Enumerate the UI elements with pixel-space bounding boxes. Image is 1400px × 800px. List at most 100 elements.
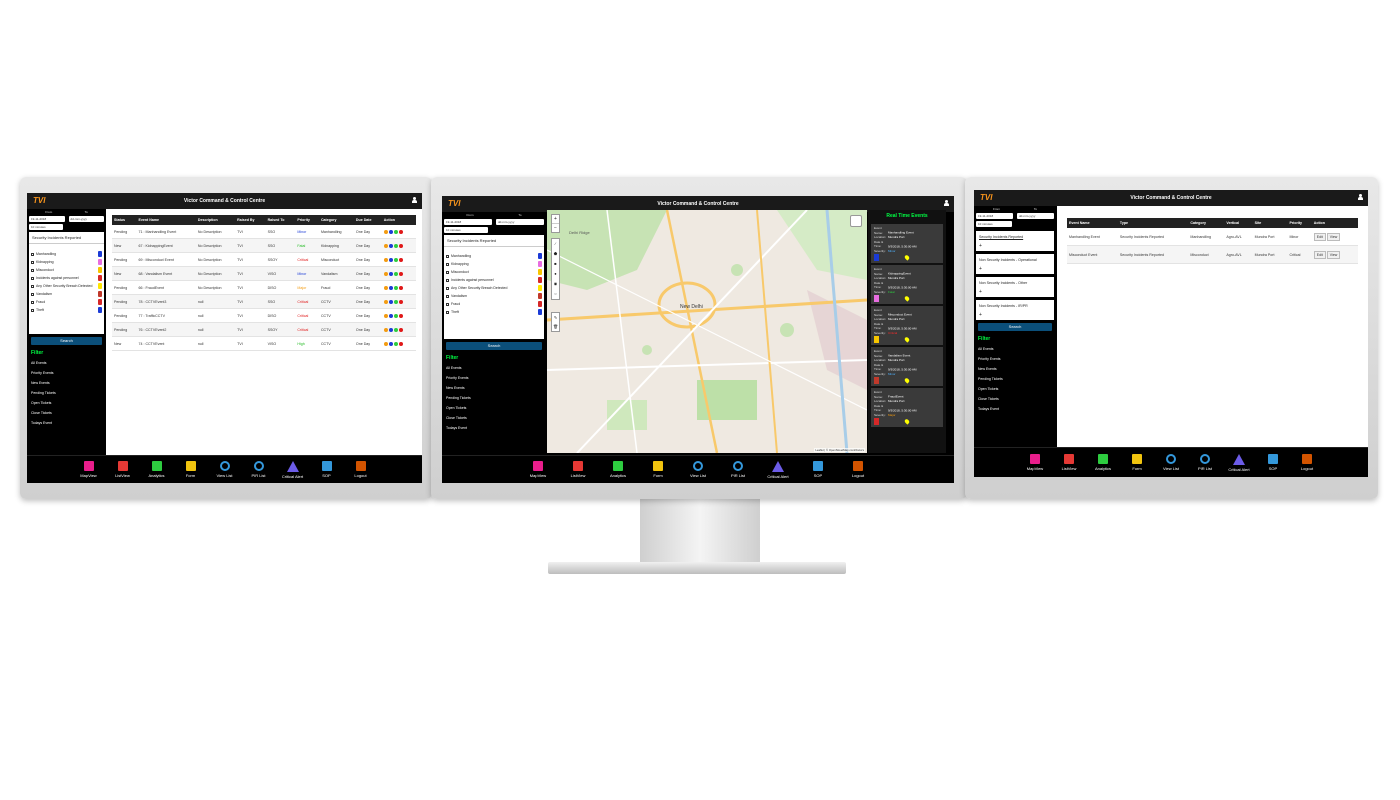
search-button[interactable]: Search xyxy=(446,342,542,350)
assign-icon[interactable] xyxy=(383,299,388,304)
incident-item[interactable]: ✓ Vandalism xyxy=(29,290,104,298)
close-icon[interactable] xyxy=(398,257,403,262)
details-icon[interactable] xyxy=(393,243,398,248)
filter-link[interactable]: Todays Event xyxy=(31,420,53,425)
zoom-out-button[interactable]: − xyxy=(552,223,559,232)
filter-link[interactable]: Close Tickets xyxy=(446,415,467,420)
nav-form[interactable]: Form xyxy=(180,461,202,478)
nav-sop[interactable]: SOP xyxy=(807,461,829,478)
checkbox[interactable]: ✓ xyxy=(446,302,450,307)
layers-control-icon[interactable] xyxy=(850,215,862,227)
nav-mapview[interactable]: MapView xyxy=(1024,454,1046,471)
comment-icon[interactable] xyxy=(388,299,393,304)
expand-icon[interactable]: + xyxy=(979,266,982,272)
filter-link[interactable]: Open Tickets xyxy=(446,405,467,410)
table-row[interactable]: New 68 : Vandalism Event No Description TVI… xyxy=(112,266,416,282)
column-header[interactable]: Raised To xyxy=(265,215,296,225)
assign-icon[interactable] xyxy=(383,341,388,346)
location-pin-icon[interactable] xyxy=(903,254,911,261)
user-icon[interactable] xyxy=(1358,194,1363,201)
from-date-input[interactable]: 19-11-2018 xyxy=(29,216,65,222)
checkbox[interactable]: ✓ xyxy=(446,310,450,315)
filter-link[interactable]: Todays Event xyxy=(446,425,468,430)
column-header[interactable]: Action xyxy=(1311,218,1358,228)
assign-icon[interactable] xyxy=(383,285,388,290)
nav-form[interactable]: Form xyxy=(647,461,669,478)
event-card[interactable]: Event Name: FraudEvent Location: Mundra Por… xyxy=(871,388,943,427)
event-card[interactable]: Event Name: KidnappingEvent Location: Mundr… xyxy=(871,265,943,304)
nav-logout[interactable]: Logout xyxy=(847,461,869,478)
filter-link[interactable]: Pending Tickets xyxy=(446,395,471,400)
category-box[interactable]: Non Security Incidents - Operational + xyxy=(976,254,1054,274)
checkbox[interactable]: ✓ xyxy=(446,262,450,267)
nav-logout[interactable]: Logout xyxy=(1296,454,1318,471)
table-row[interactable]: Pending 77 : TrafficCCTV null TVI DISO Critic… xyxy=(112,308,416,324)
nav-view-list[interactable]: View List xyxy=(214,461,236,478)
checkbox[interactable]: ✓ xyxy=(31,260,35,265)
table-row[interactable]: Pending 76 : CCTVEvent2 null TVI SSOY Critica… xyxy=(112,322,416,338)
details-icon[interactable] xyxy=(393,229,398,234)
nav-analytics[interactable]: Analytics xyxy=(1092,454,1114,471)
incident-item[interactable]: ✓ Theft xyxy=(29,306,104,314)
checkbox[interactable]: ✓ xyxy=(446,294,450,299)
view-button[interactable]: View xyxy=(1326,250,1341,259)
table-row[interactable]: Pending 71 : Manhandling Event No Descript… xyxy=(112,225,416,240)
column-header[interactable]: Priority xyxy=(1287,218,1312,228)
checkbox[interactable]: ✓ xyxy=(31,268,35,273)
details-icon[interactable] xyxy=(393,271,398,276)
filter-link[interactable]: Priority Events xyxy=(446,375,469,380)
checkbox[interactable]: ✓ xyxy=(31,276,35,281)
location-pin-icon[interactable] xyxy=(903,336,911,343)
nav-listview[interactable]: ListView xyxy=(112,461,134,478)
expand-icon[interactable]: + xyxy=(979,312,982,318)
details-icon[interactable] xyxy=(393,285,398,290)
category-box[interactable]: Non Security Incidents - Other + xyxy=(976,277,1054,297)
nav-pir-list[interactable]: PIR List xyxy=(248,461,270,478)
table-row[interactable]: Pending 69 : Misconduct Event No Descripti… xyxy=(112,252,416,268)
comment-icon[interactable] xyxy=(388,327,393,332)
incident-item[interactable]: ✓ Incidents against personnel xyxy=(444,276,544,284)
comment-icon[interactable] xyxy=(388,229,393,234)
event-card[interactable]: Event Name: Manhandling Event Location: Mun… xyxy=(871,224,943,263)
column-header[interactable]: Type xyxy=(1117,218,1189,228)
draw-polyline-icon[interactable]: ⁄ xyxy=(555,241,556,246)
filter-link[interactable]: Priority Events xyxy=(978,356,1001,361)
column-header[interactable]: Event Name xyxy=(136,215,196,225)
filter-link[interactable]: Open Tickets xyxy=(978,386,999,391)
location-pin-icon[interactable] xyxy=(903,295,911,302)
interval-select[interactable]: 10 minutes xyxy=(444,227,488,233)
checkbox[interactable]: ✓ xyxy=(31,300,35,305)
incident-item[interactable]: ✓ Fraud xyxy=(444,300,544,308)
filter-link[interactable]: Todays Event xyxy=(978,406,1000,411)
checkbox[interactable]: ✓ xyxy=(31,284,35,289)
edit-layers-icon[interactable]: ✎ xyxy=(553,315,558,320)
filter-link[interactable]: Pending Tickets xyxy=(978,376,1003,381)
incident-item[interactable]: ✓ Any Other Security Breach Detected xyxy=(29,282,104,290)
incident-item[interactable]: ✓ Manhandling xyxy=(444,252,544,260)
table-row[interactable]: New 67 : KidnappingEvent No Description TVI… xyxy=(112,238,416,254)
incident-panel-header[interactable]: Security Incidents Reported xyxy=(29,232,104,244)
column-header[interactable]: Raised By xyxy=(235,215,266,225)
close-icon[interactable] xyxy=(398,243,403,248)
street-map[interactable] xyxy=(547,210,867,453)
column-header[interactable]: Status xyxy=(112,215,137,225)
event-card[interactable]: Event Name: Misconduct Event Location: Mund… xyxy=(871,306,943,345)
nav-analytics[interactable]: Analytics xyxy=(146,461,168,478)
checkbox[interactable]: ✓ xyxy=(31,308,35,313)
incident-item[interactable]: ✓ Any Other Security Breach Detected xyxy=(444,284,544,292)
assign-icon[interactable] xyxy=(383,257,388,262)
draw-circle-icon[interactable]: ● xyxy=(554,271,557,276)
incident-item[interactable]: ✓ Vandalism xyxy=(444,292,544,300)
table-row[interactable]: New 74 : CCTVEvent null TVI VISO High CCTV One … xyxy=(112,336,416,352)
column-header[interactable]: Category xyxy=(1188,218,1225,228)
details-icon[interactable] xyxy=(393,341,398,346)
incident-item[interactable]: ✓ Theft xyxy=(444,308,544,316)
details-icon[interactable] xyxy=(393,327,398,332)
filter-link[interactable]: All Events xyxy=(446,365,462,370)
details-icon[interactable] xyxy=(393,257,398,262)
comment-icon[interactable] xyxy=(388,313,393,318)
incident-item[interactable]: ✓ Manhandling xyxy=(29,250,104,258)
incident-item[interactable]: ✓ Fraud xyxy=(29,298,104,306)
filter-link[interactable]: Open Tickets xyxy=(31,400,52,405)
delete-layers-icon[interactable]: 🗑 xyxy=(552,324,559,329)
